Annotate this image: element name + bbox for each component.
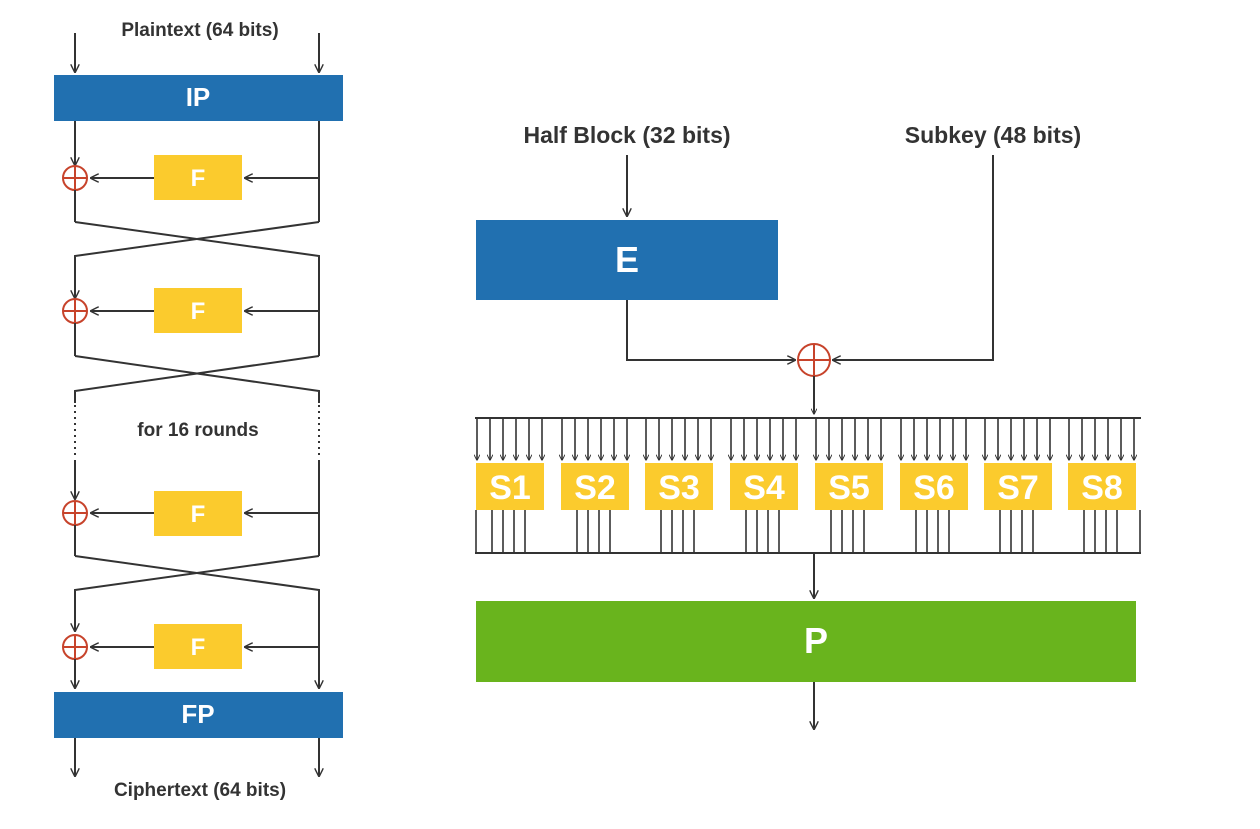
f-box-2 — [154, 288, 242, 333]
sbox-6-label: S6 — [913, 469, 955, 507]
subkey-to-xor-arrow — [833, 155, 994, 360]
f-label-1: F — [191, 165, 206, 192]
xor-icon — [797, 343, 831, 377]
f-function-diagram: Half Block (32 bits) Subkey (48 bits) E … — [475, 122, 1141, 729]
sbox-7-label: S7 — [997, 469, 1039, 507]
expansion-label: E — [615, 239, 639, 280]
permutation-label: P — [804, 620, 828, 661]
f-label-2: F — [191, 298, 206, 325]
sbox-4-label: S4 — [743, 469, 785, 507]
xor-icon — [62, 165, 88, 191]
rounds-label: for 16 rounds — [137, 420, 258, 441]
cross-left-to-right-1 — [74, 221, 320, 356]
cross-right-to-left-2 — [74, 355, 320, 403]
expansion-to-xor-arrow — [626, 300, 795, 360]
sbox-5-box — [815, 463, 883, 510]
half-block-label: Half Block (32 bits) — [523, 122, 730, 148]
sbox-6-box — [900, 463, 968, 510]
sbox-4-box — [730, 463, 798, 510]
feistel-network: Plaintext (64 bits) IP F F — [54, 20, 343, 801]
xor-icon — [62, 500, 88, 526]
sbox-input-wires — [477, 418, 1134, 460]
sbox-2-label: S2 — [574, 469, 616, 507]
sbox-3-box — [645, 463, 713, 510]
sbox-8-box — [1068, 463, 1136, 510]
ip-label: IP — [186, 82, 211, 112]
fp-box — [54, 692, 343, 738]
sbox-1-box — [476, 463, 544, 510]
f-box-3 — [154, 491, 242, 536]
f-label-3: F — [191, 501, 206, 528]
cross-left-to-right-2 — [74, 355, 320, 403]
plaintext-label: Plaintext (64 bits) — [121, 20, 278, 41]
xor-icon — [62, 298, 88, 324]
xor-icon — [62, 634, 88, 660]
cross-right-to-left-3 — [75, 555, 320, 631]
sbox-5-label: S5 — [828, 469, 870, 507]
cross-right-to-left-1 — [75, 221, 320, 298]
sbox-2-box — [561, 463, 629, 510]
permutation-box — [476, 601, 1136, 682]
ciphertext-label: Ciphertext (64 bits) — [114, 780, 286, 801]
fp-label: FP — [181, 699, 214, 729]
sbox-7-box — [984, 463, 1052, 510]
subkey-label: Subkey (48 bits) — [905, 122, 1081, 148]
expansion-box — [476, 220, 778, 300]
cross-left-to-right-3 — [74, 555, 319, 688]
sbox-8-label: S8 — [1081, 469, 1123, 507]
sbox-row: S1 S2 S3 S4 S5 S6 S7 S8 — [476, 463, 1136, 510]
sbox-output-wires — [475, 510, 1141, 553]
f-box-1 — [154, 155, 242, 200]
sbox-3-label: S3 — [658, 469, 700, 507]
f-box-4 — [154, 624, 242, 669]
sbox-1-label: S1 — [489, 469, 531, 507]
f-label-4: F — [191, 634, 206, 661]
ip-box — [54, 75, 343, 121]
